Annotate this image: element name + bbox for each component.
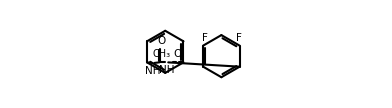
Text: F: F xyxy=(201,33,207,43)
Text: O: O xyxy=(158,36,166,46)
Text: O: O xyxy=(173,49,181,59)
Text: CH₃: CH₃ xyxy=(153,49,171,59)
Text: F: F xyxy=(236,33,242,43)
Text: NH: NH xyxy=(145,66,161,76)
Text: NH: NH xyxy=(159,65,175,75)
